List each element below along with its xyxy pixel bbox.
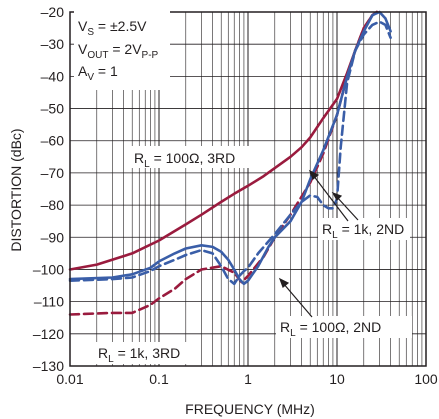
- arrow-1k-2nd-to-solid: [312, 174, 349, 222]
- label-bg-1k-3rd: [94, 342, 200, 364]
- y-tick-label: –60: [41, 133, 65, 149]
- y-tick-label: –120: [33, 326, 64, 342]
- arrowhead-1k-2nd-solid: [308, 169, 320, 180]
- x-tick-label: 0.1: [149, 371, 169, 387]
- arrowhead-1k-2nd-dashed: [331, 191, 343, 201]
- label-bg-1k-2nd: [318, 218, 410, 240]
- x-axis-label: FREQUENCY (MHz): [185, 401, 315, 417]
- annotation-arrows: [278, 169, 359, 318]
- series-line-1k-2nd: [68, 20, 392, 286]
- y-tick-label: –30: [41, 36, 65, 52]
- series-label-100ohm-3rd: RL = 100Ω, 3RD: [134, 150, 235, 170]
- condition-vout: VOUT = 2VP-P: [78, 41, 159, 61]
- x-tick-labels: 0.01 0.1 1 10 100: [56, 371, 438, 387]
- series-layer: [68, 10, 392, 316]
- x-tick-label: 10: [329, 371, 345, 387]
- x-tick-label: 100: [414, 371, 438, 387]
- conditions-box-bg: [74, 10, 170, 90]
- y-tick-label: –20: [41, 4, 65, 20]
- x-tick-label: 1: [244, 371, 252, 387]
- arrowhead-100-2nd: [278, 277, 290, 288]
- arrow-1k-2nd-to-dashed: [335, 195, 359, 221]
- y-tick-label: –110: [34, 294, 64, 310]
- y-tick-label: –130: [33, 358, 64, 374]
- y-tick-label: –40: [41, 68, 65, 84]
- y-tick-labels: –20 –30 –40 –50 –60 –70 –80 –90 –100 –110 –120 –130: [33, 4, 64, 374]
- label-bg-100-2nd: [276, 316, 412, 338]
- y-tick-label: –70: [41, 165, 65, 181]
- y-tick-label: –100: [33, 261, 64, 277]
- arrow-100-2nd: [282, 282, 313, 318]
- y-tick-label: –50: [41, 101, 65, 117]
- y-tick-label: –90: [41, 229, 65, 245]
- series-label-1k-3rd: RL = 1k, 3RD: [98, 345, 180, 365]
- series-label-1k-2nd: RL = 1k, 2ND: [322, 221, 404, 241]
- y-axis-label: DISTORTION (dBc): [8, 128, 24, 251]
- condition-av: AV = 1: [78, 63, 118, 83]
- label-bg-100-3rd: [130, 146, 268, 168]
- x-tick-label: 0.01: [56, 371, 83, 387]
- condition-vs: VS = ±2.5V: [78, 18, 147, 38]
- plot-frame: [69, 11, 427, 367]
- y-tick-label: –80: [41, 197, 65, 213]
- series-label-100ohm-2nd: RL = 100Ω, 2ND: [280, 319, 381, 339]
